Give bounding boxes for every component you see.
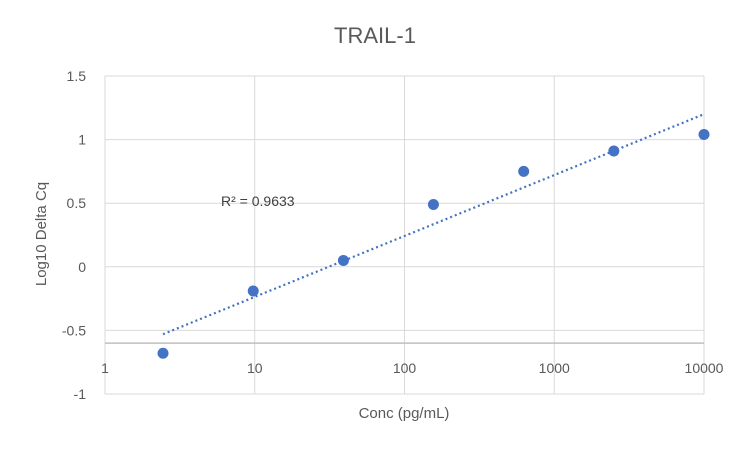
tick-labels: -1 -0.5 0 0.5 1 1.5 1 10 100 1000 10000 [62,68,724,402]
data-point [518,165,530,177]
r-squared-label: R² = 0.9633 [221,193,295,209]
x-tick-label: 10000 [685,360,724,376]
data-point [698,129,710,141]
y-axis-title: Log10 Delta Cq [33,182,50,286]
y-tick-label: 0 [78,259,86,275]
x-axis-title: Conc (pg/mL) [359,405,450,422]
data-points [157,129,710,359]
y-tick-label: -1 [74,386,87,402]
y-tick-label: 0.5 [67,195,87,211]
y-tick-label: 1.5 [67,68,87,84]
data-point [608,145,620,157]
trendline [162,113,705,336]
gridlines [104,75,705,395]
data-point [247,285,259,297]
y-tick-label: -0.5 [62,322,86,338]
x-tick-label: 100 [393,360,417,376]
x-tick-label: 10 [247,360,263,376]
data-point [337,254,349,266]
x-tick-label: 1000 [539,360,570,376]
data-point [427,198,439,210]
chart-title: TRAIL-1 [334,23,416,48]
y-tick-label: 1 [78,132,86,148]
data-point [157,347,169,359]
x-tick-label: 1 [101,360,109,376]
